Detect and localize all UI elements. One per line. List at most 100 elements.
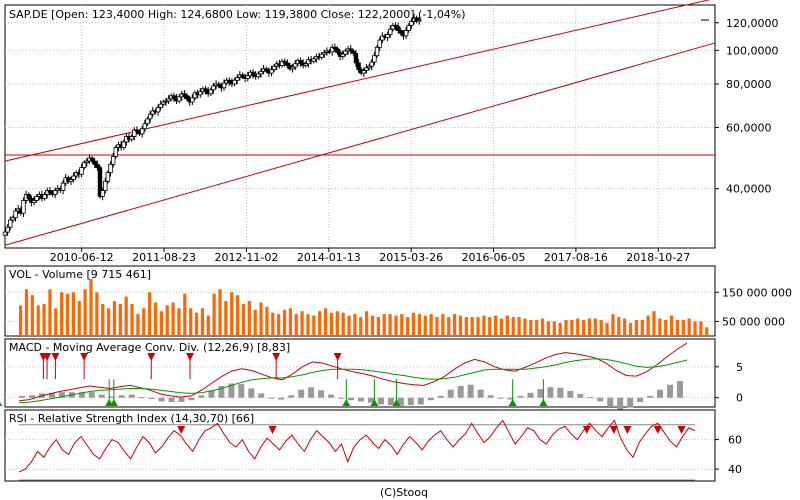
volume-bar [224, 301, 228, 336]
price-panel-title: SAP.DE [Open: 123,4000 High: 124,6800 Lo… [9, 8, 466, 21]
candle-body [10, 217, 16, 221]
volume-bar [189, 308, 193, 336]
volume-panel: 50 000 000 150 000 000 VOL - Volume [9 71… [4, 265, 792, 337]
macd-sell-arrow [186, 353, 195, 361]
volume-bar [370, 315, 375, 336]
volume-bar [564, 319, 568, 336]
price-x-tick-label: 2016-06-05 [462, 251, 526, 264]
volume-bar [593, 318, 597, 336]
volume-bar [247, 301, 251, 336]
volume-bar [89, 279, 93, 336]
candle-body [232, 79, 237, 85]
macd-sell-arrow [272, 353, 281, 361]
candle-body [372, 55, 377, 63]
candle-body [92, 160, 97, 165]
price-x-tick-label: 2014-01-13 [297, 251, 361, 264]
candle-body [393, 24, 398, 28]
candle-body [240, 74, 245, 78]
macd-histogram-bar [537, 389, 544, 398]
volume-bar [253, 309, 257, 336]
macd-histogram-bar [467, 384, 474, 398]
rsi-y-tick-label: 40 [728, 463, 742, 476]
candle-body [132, 129, 137, 137]
volume-bar [177, 308, 181, 336]
price-x-tick-label: 2010-06-12 [50, 251, 114, 264]
price-y-tick-label: 80,0000 [726, 78, 772, 91]
volume-bar [24, 289, 29, 336]
volume-bar [359, 317, 363, 336]
candle-body [377, 39, 382, 48]
macd-histogram-bar [637, 397, 644, 403]
macd-buy-arrow [342, 399, 351, 406]
volume-bar [499, 318, 504, 336]
volume-bar [640, 319, 644, 336]
candle-body [298, 60, 303, 64]
rsi-signals [177, 426, 686, 434]
candle-body [184, 95, 190, 100]
volume-bar [353, 314, 357, 336]
volume-bar [365, 311, 369, 336]
volume-bar [675, 319, 680, 336]
macd-histogram-bar [218, 385, 225, 398]
macd-histogram-bar [108, 396, 115, 398]
candle-body [369, 61, 374, 67]
candle-body [2, 231, 8, 236]
volume-bar [441, 314, 445, 336]
macd-sell-arrow [80, 353, 89, 361]
volume-bar [48, 289, 52, 336]
candle-body [211, 85, 216, 91]
volume-bar [200, 308, 205, 336]
macd-histogram-bar [28, 395, 35, 398]
volume-bar [488, 317, 492, 336]
volume-bar [382, 314, 386, 336]
volume-bar [148, 292, 152, 336]
candle-body [356, 62, 361, 71]
candle-body [155, 107, 161, 113]
macd-histogram-bar [298, 389, 305, 398]
candle-body [279, 60, 285, 66]
macd-histogram-bar [597, 397, 604, 402]
volume-bar [106, 308, 111, 336]
candle-body [140, 128, 145, 135]
candle-body [303, 63, 309, 66]
volume-bar [130, 303, 134, 336]
candle-body [403, 30, 409, 37]
volume-bar [71, 292, 76, 336]
candle-body [13, 210, 18, 219]
macd-sell-arrow [51, 353, 60, 361]
candle-body [353, 52, 359, 64]
price-x-tick-label: 2011-08-23 [132, 251, 196, 264]
macd-histogram-bar [78, 392, 85, 398]
candle-body [31, 200, 37, 203]
volume-bar [136, 314, 140, 336]
candle-body [110, 156, 116, 165]
volume-bar [681, 319, 685, 336]
candle-body [221, 82, 227, 89]
macd-histogram-bar [527, 392, 534, 398]
volume-bar [19, 305, 23, 336]
volume-bar [288, 308, 292, 336]
volume-bar [318, 311, 322, 336]
volume-bar [142, 308, 146, 336]
macd-sell-arrow [147, 353, 156, 361]
macd-histogram-bar [507, 397, 514, 400]
price-grid [5, 5, 715, 248]
volume-bar [517, 317, 521, 336]
macd-histogram-bar [328, 394, 335, 398]
candle-body [52, 190, 58, 195]
rsi-sell-arrow [609, 426, 618, 434]
macd-sell-arrow [333, 353, 342, 361]
macd-histogram-bar [118, 395, 125, 398]
volume-bar [605, 322, 609, 336]
rsi-sell-arrow [582, 426, 591, 434]
volume-bar [400, 314, 404, 336]
rsi-sell-arrow [677, 426, 686, 434]
macd-histogram-bar [577, 394, 584, 398]
candle-body [163, 100, 169, 103]
rsi-lines [18, 419, 696, 473]
macd-histogram-bar [547, 387, 554, 398]
price-panel: 40,0000 60,0000 80,0000 100,0000 120,0000 20… [2, 0, 779, 264]
macd-histogram-bar [198, 395, 205, 398]
candle-body [329, 46, 335, 53]
macd-y-tick-label: 5 [736, 361, 743, 374]
